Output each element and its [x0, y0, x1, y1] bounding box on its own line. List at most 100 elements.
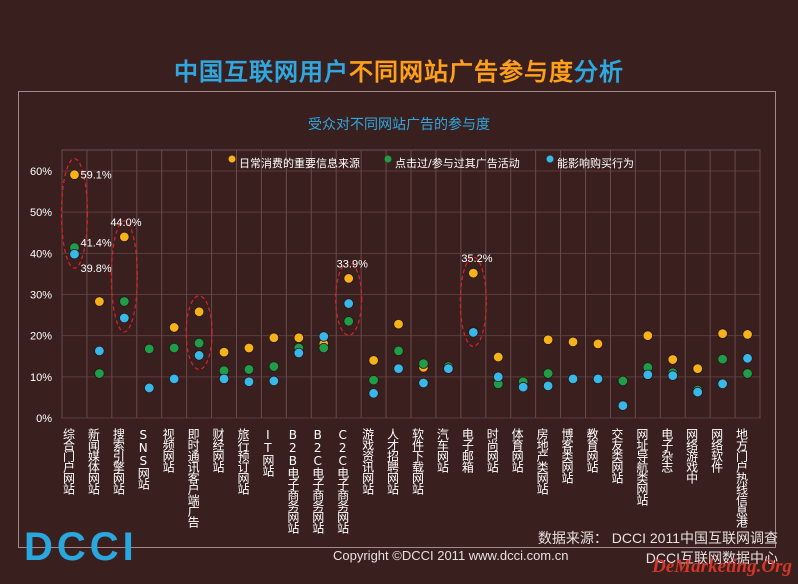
data-point	[343, 298, 354, 309]
title-part2: 不同网站广告参与度	[349, 58, 574, 86]
data-label: 35.2%	[461, 253, 492, 265]
data-point	[193, 350, 205, 361]
data-point	[119, 231, 130, 243]
legend-label: 点击过/参与过其广告活动	[395, 156, 520, 170]
data-point	[717, 353, 728, 365]
page-title: 中国互联网用户不同网站广告参与度分析	[0, 52, 798, 87]
logo-text: DCCI	[24, 527, 138, 567]
data-point	[119, 296, 130, 307]
data-point	[168, 322, 180, 333]
data-point	[144, 343, 155, 355]
x-tick-label: SNS网站	[136, 428, 150, 490]
x-tick-label: 交友类网站	[610, 427, 624, 484]
data-point	[368, 374, 379, 386]
data-point	[293, 347, 305, 359]
data-point	[94, 345, 105, 357]
legend-label: 日常消费的重要信息来源	[239, 156, 360, 170]
data-point	[69, 169, 80, 180]
data-point	[542, 334, 554, 345]
data-point	[542, 368, 554, 379]
data-point	[667, 370, 678, 381]
data-point	[717, 328, 728, 339]
y-tick-label: 30%	[30, 290, 52, 302]
x-tick-label: 搜索引擎网站	[111, 427, 125, 495]
title-part3: 分析	[574, 58, 624, 86]
data-point	[617, 375, 629, 387]
data-point	[168, 373, 180, 385]
data-point	[567, 373, 579, 385]
data-point	[468, 267, 479, 279]
data-point	[318, 331, 329, 342]
data-label: 39.8%	[80, 263, 111, 275]
data-point	[443, 363, 454, 374]
highlight-ellipse	[110, 220, 138, 333]
footer-center: DCCI互联网数据中心	[645, 550, 778, 566]
data-label: 33.9%	[337, 258, 368, 270]
x-tick-label: 旅行预订网站	[236, 428, 250, 495]
data-point	[268, 375, 280, 387]
data-point	[343, 273, 354, 284]
data-point	[517, 381, 529, 393]
data-point	[692, 363, 703, 374]
data-label: 59.1%	[80, 170, 111, 182]
data-point	[218, 373, 230, 385]
y-tick-label: 60%	[30, 166, 52, 178]
data-point	[742, 353, 753, 364]
x-tick-label: 财经网站	[211, 428, 225, 473]
title-part1: 中国互联网用户	[174, 58, 349, 86]
data-label: 44.0%	[110, 217, 141, 229]
highlight-ellipse	[459, 256, 487, 347]
data-point	[393, 318, 404, 330]
data-point	[243, 364, 255, 375]
data-source: 数据来源： DCCI 2011中国互联网调查	[537, 530, 778, 546]
x-tick-label: 游戏资讯网站	[361, 428, 375, 495]
y-tick-label: 50%	[30, 207, 52, 219]
data-point	[642, 330, 654, 341]
data-point	[642, 369, 654, 380]
data-point	[268, 332, 280, 343]
data-point	[318, 342, 329, 354]
data-point	[293, 332, 305, 343]
x-tick-label: IT网站	[261, 428, 275, 477]
data-point	[193, 306, 205, 317]
data-point	[368, 388, 379, 399]
chart-subtitle: 受众对不同网站广告的参与度	[308, 116, 490, 133]
legend-marker	[228, 155, 236, 163]
data-point	[393, 345, 404, 357]
data-point	[617, 400, 629, 411]
highlight-ellipse	[185, 295, 213, 371]
y-tick-label: 10%	[30, 372, 52, 384]
data-point	[243, 376, 255, 387]
data-point	[667, 354, 678, 365]
data-point	[418, 377, 429, 389]
data-point	[119, 312, 130, 324]
x-tick-label: 汽车网站	[435, 427, 449, 473]
data-point	[393, 363, 404, 374]
x-tick-label: 博客类网站	[560, 427, 574, 484]
data-point	[692, 386, 703, 398]
watermark: DeMarketing.Org	[652, 556, 792, 577]
data-point	[418, 358, 429, 369]
x-tick-label: 即时通讯客户端广告	[186, 428, 200, 528]
highlight-ellipse	[60, 158, 89, 269]
legend-marker	[546, 155, 554, 163]
x-tick-label: B2C电子商务网站	[311, 428, 325, 534]
x-tick-label: 地方门户热线信息港	[735, 428, 749, 528]
legend-label: 能影响购买行为	[557, 156, 634, 170]
data-point	[542, 380, 554, 392]
data-point	[717, 378, 728, 390]
data-point	[493, 371, 504, 383]
x-tick-label: 体育网站	[510, 428, 524, 473]
data-point	[268, 361, 280, 372]
data-point	[468, 327, 479, 338]
dcci-logo: DCCI	[24, 527, 138, 567]
data-point	[368, 355, 379, 366]
data-point	[493, 351, 504, 363]
legend-marker	[384, 155, 392, 163]
data-point	[168, 342, 180, 354]
x-tick-label: 教育网站	[585, 427, 599, 473]
data-point	[94, 296, 105, 307]
x-tick-label: 软件下载网站	[410, 428, 424, 495]
x-tick-label: 网址导航类网站	[635, 428, 649, 506]
